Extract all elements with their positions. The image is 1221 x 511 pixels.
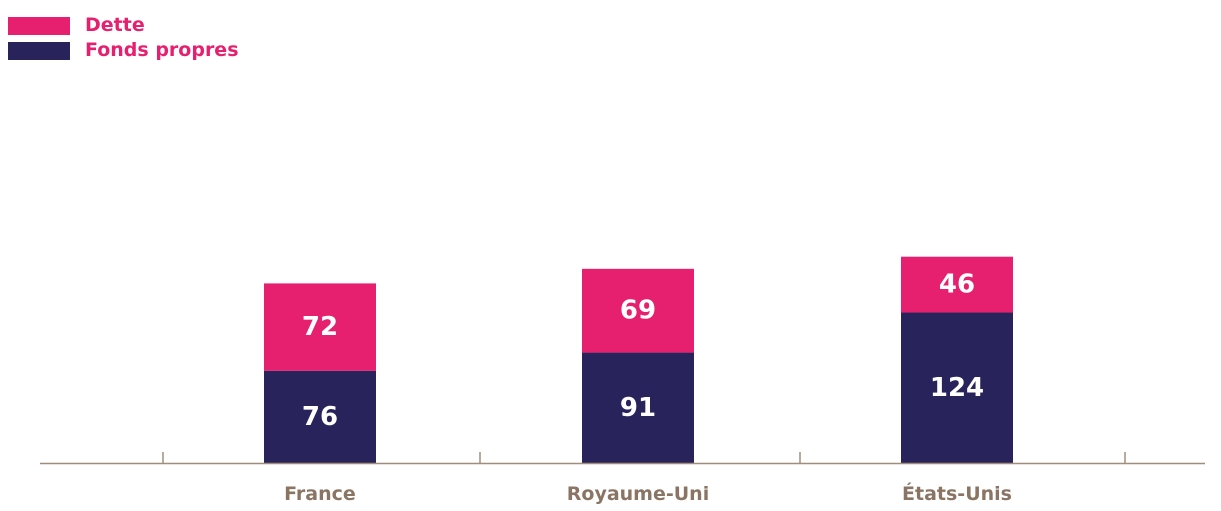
legend-swatch-fonds-propres bbox=[8, 41, 70, 60]
legend-label-dette: Dette bbox=[85, 14, 145, 36]
category-label-royaume-uni: Royaume-Uni bbox=[567, 483, 709, 505]
bar-dette-royaume-uni bbox=[582, 268, 694, 353]
bar-dette-france bbox=[264, 283, 376, 371]
legend-item-dette: Dette bbox=[8, 14, 239, 37]
category-labels: France Royaume-Uni États-Unis bbox=[284, 482, 1012, 505]
bar-label-dette-royaume-uni: 69 bbox=[620, 296, 656, 326]
legend-label-fonds-propres: Fonds propres bbox=[85, 39, 239, 61]
bar-label-fonds-propres-royaume-uni: 91 bbox=[620, 393, 656, 423]
legend-item-fonds-propres: Fonds propres bbox=[8, 39, 239, 62]
category-label-france: France bbox=[284, 483, 356, 505]
bar-fonds-propres-etats-unis bbox=[901, 312, 1013, 463]
bar-dette-etats-unis bbox=[901, 256, 1013, 313]
bar-label-dette-etats-unis: 46 bbox=[939, 270, 975, 300]
bar-label-fonds-propres-france: 76 bbox=[302, 402, 338, 432]
legend: Dette Fonds propres bbox=[8, 14, 239, 64]
bar-fonds-propres-france bbox=[264, 370, 376, 463]
legend-swatch-dette bbox=[8, 16, 70, 35]
category-label-etats-unis: États-Unis bbox=[902, 482, 1012, 505]
bar-label-dette-france: 72 bbox=[302, 312, 338, 342]
bar-fonds-propres-royaume-uni bbox=[582, 352, 694, 463]
bars-group: 76 72 91 69 124 46 bbox=[264, 256, 1013, 463]
bar-label-fonds-propres-etats-unis: 124 bbox=[930, 373, 984, 403]
x-axis bbox=[40, 452, 1205, 465]
